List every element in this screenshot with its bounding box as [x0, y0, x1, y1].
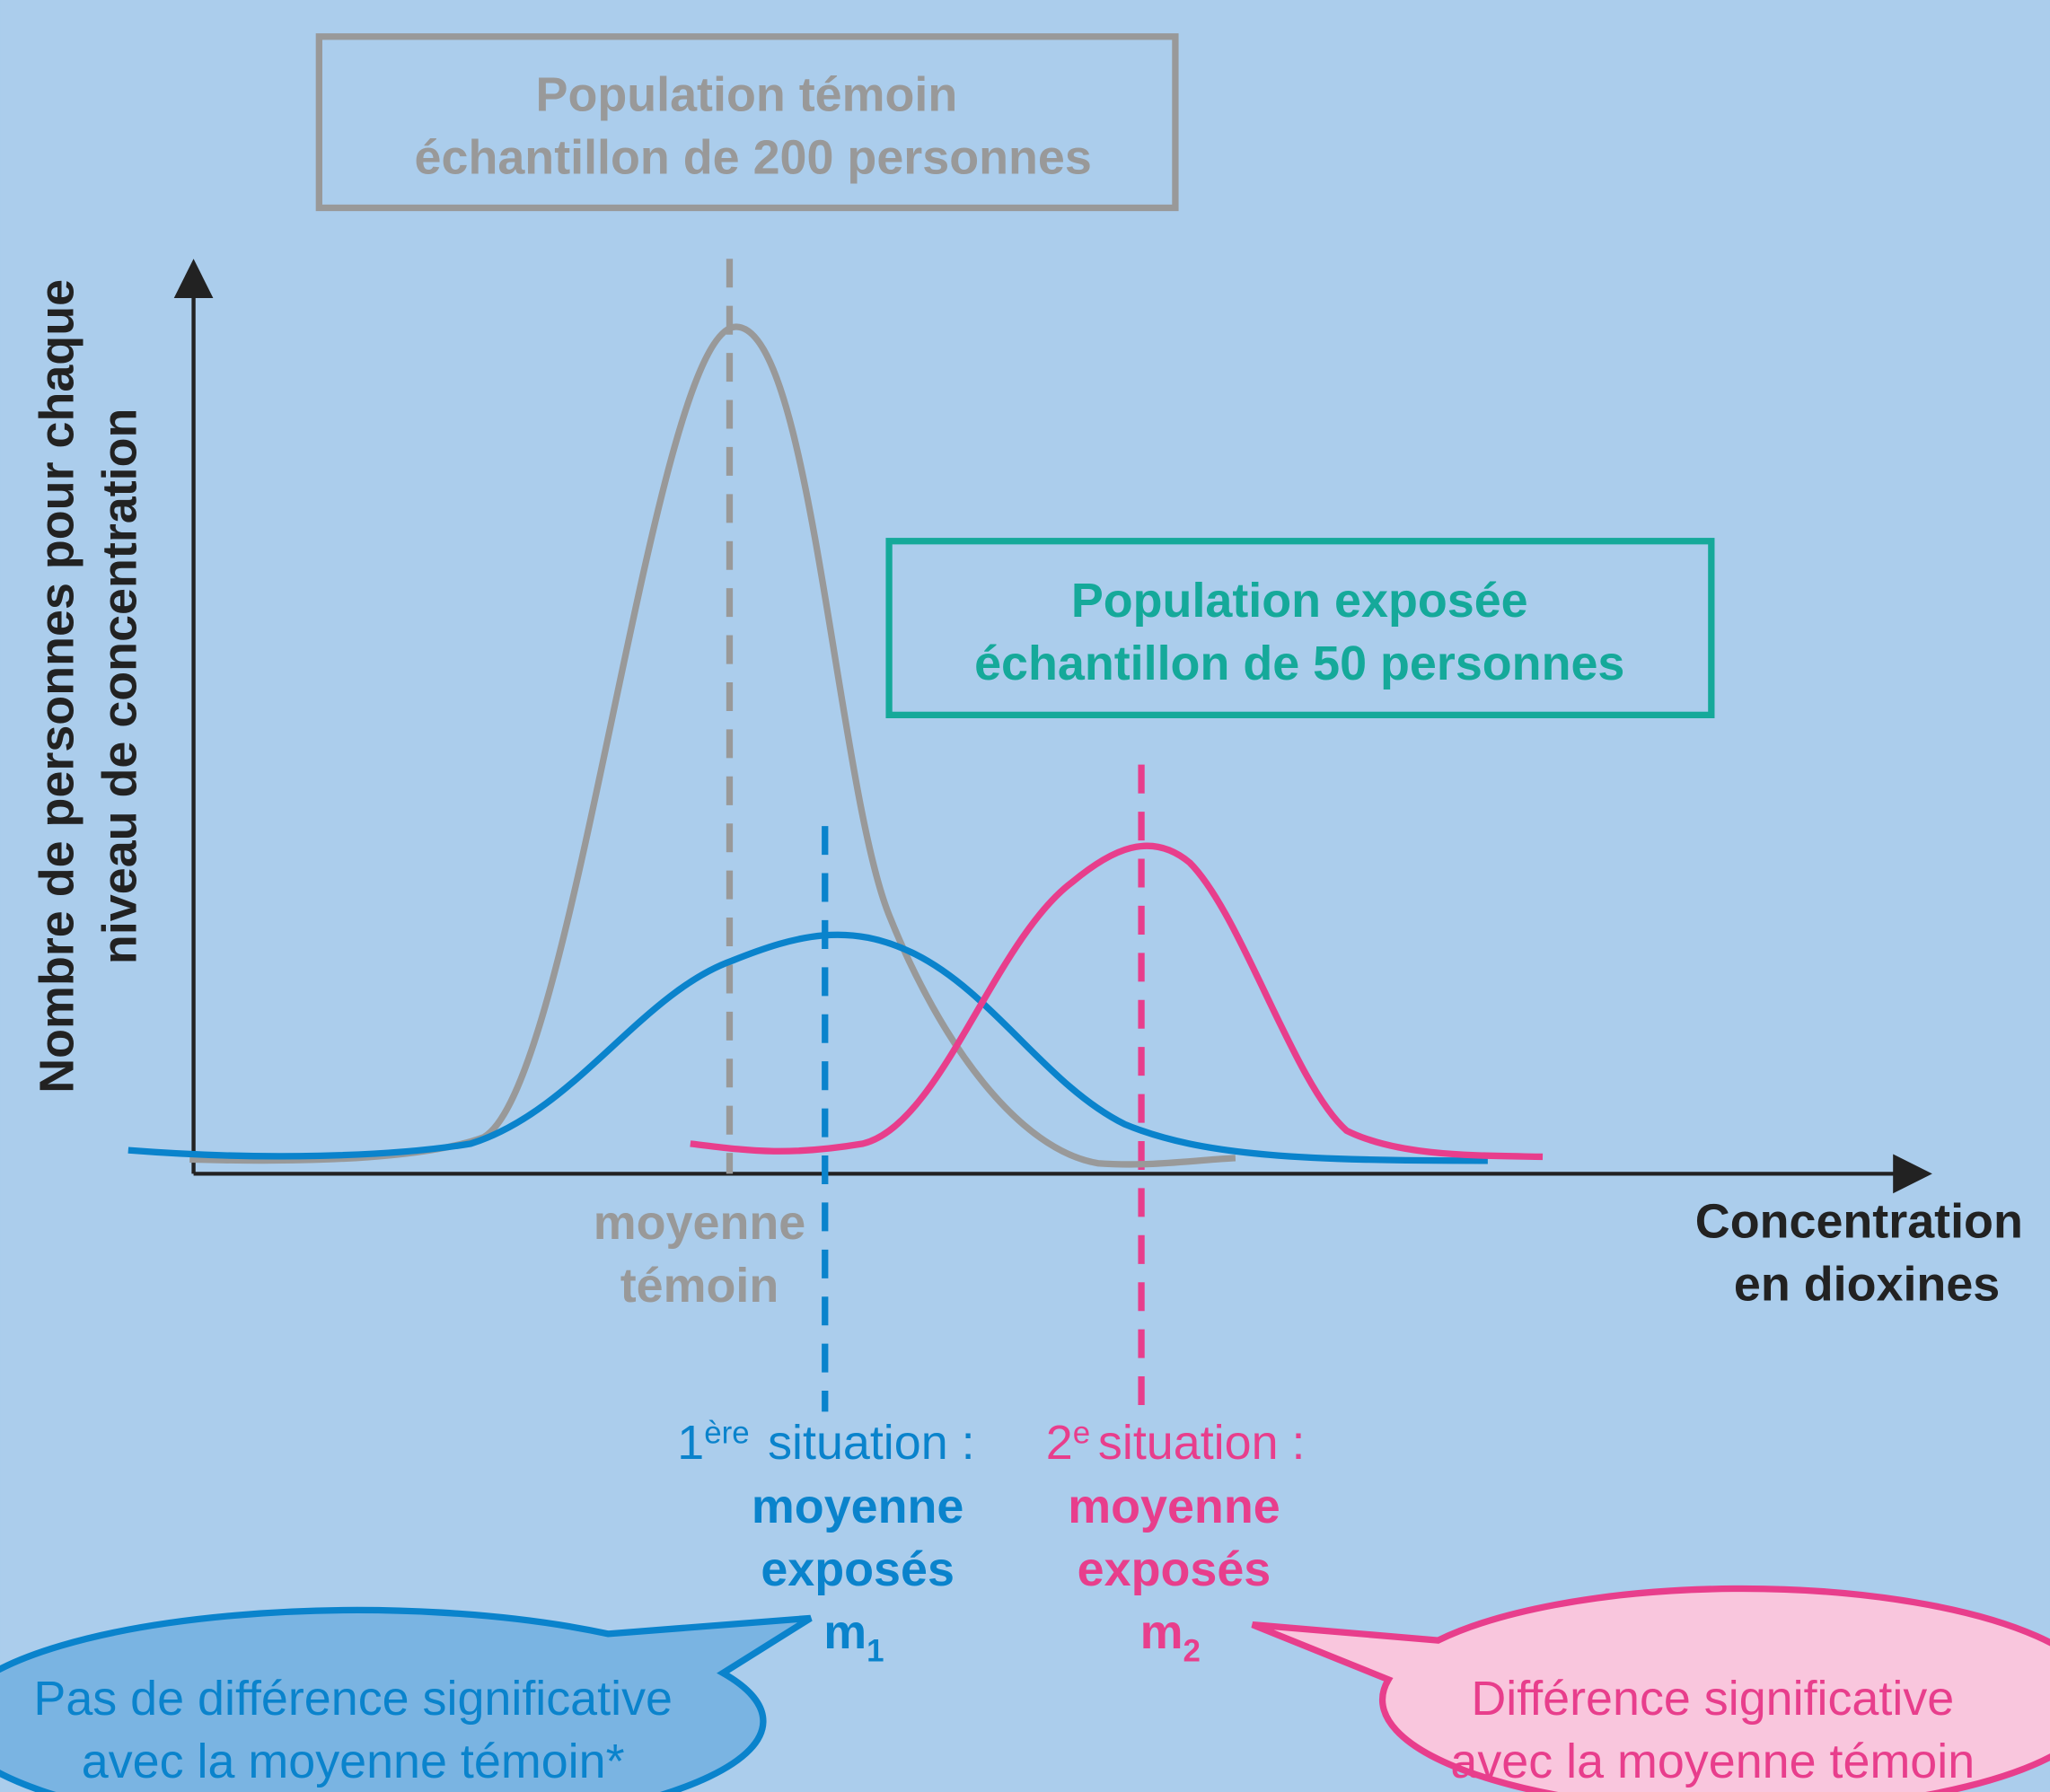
exposed-box [885, 538, 1715, 719]
x-axis-label: Concentration [1695, 1195, 2023, 1249]
situation-2-line: exposés [1078, 1542, 1271, 1596]
exposed-box-subtitle: échantillon de 50 personnes [974, 637, 1624, 690]
bubble-1 [0, 1606, 813, 1792]
bubble-2 [1251, 1585, 2050, 1792]
situation-1-line: exposés [761, 1542, 955, 1596]
situation-1-line: moyenne [752, 1480, 963, 1533]
bubble-2-text: Différence significative [1471, 1672, 1954, 1726]
exposed-curve-1 [128, 931, 1488, 1164]
exposed-box-title: Population exposée [1071, 574, 1528, 628]
control-mean-label: témoin [620, 1259, 779, 1313]
control-box-title: Population témoin [536, 68, 958, 122]
situation-2-line: moyenne [1068, 1480, 1280, 1533]
control-box [315, 33, 1179, 212]
y-arrow [173, 259, 214, 298]
situation-1-heading: 1ère situation : [677, 1415, 974, 1469]
y-axis-label: Nombre de personnes pour chaque niveau de… [31, 279, 147, 1094]
bubble-1-text: avec la moyenne témoin* [82, 1735, 625, 1788]
exposed-curve-2 [690, 842, 1544, 1161]
situation-1-symbol: m1 [823, 1605, 884, 1669]
bubble-2-text: avec la moyenne témoin [1450, 1735, 1975, 1788]
control-box-subtitle: échantillon de 200 personnes [415, 131, 1092, 185]
situation-2-symbol: m2 [1140, 1605, 1201, 1669]
x-axis-label: en dioxines [1734, 1258, 2000, 1312]
control-mean-label: moyenne [594, 1196, 805, 1250]
bubble-1-text: Pas de différence significative [33, 1672, 673, 1726]
x-arrow [1893, 1154, 1932, 1194]
situation-2-heading: 2e situation : [1046, 1415, 1306, 1469]
